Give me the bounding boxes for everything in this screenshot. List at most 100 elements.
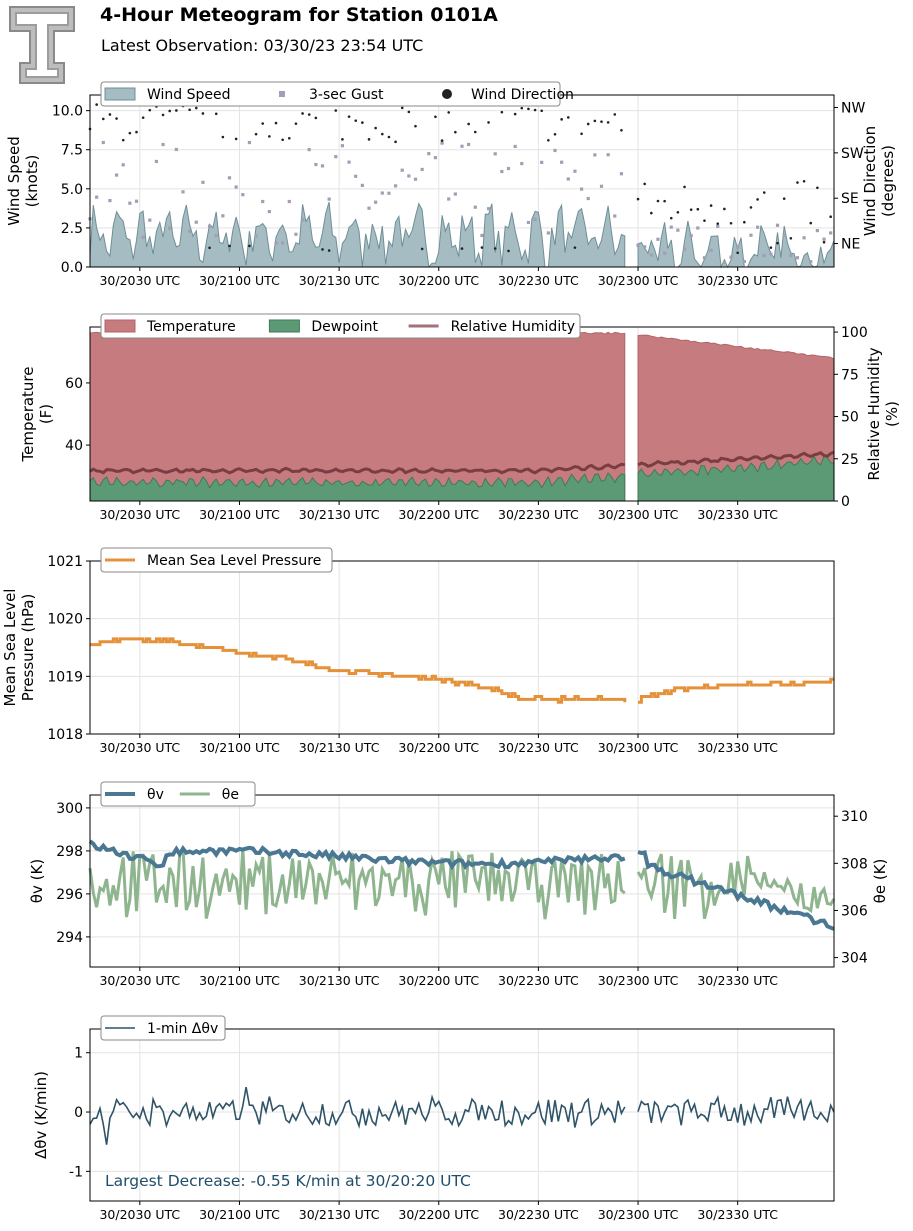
- y-tick-label: 300: [56, 801, 83, 817]
- gust-point: [234, 185, 238, 189]
- direction-point: [221, 135, 225, 139]
- gust-point: [274, 241, 278, 245]
- direction-point: [141, 116, 145, 119]
- y2-tick-label: 75: [841, 367, 859, 383]
- panel-wind: 30/2030 UTC 30/2100 UTC 30/2130 UTC 30/2200…: [5, 81, 897, 288]
- theta-v-line: [88, 839, 626, 871]
- direction-point: [281, 138, 284, 142]
- dewpoint-area: [637, 455, 835, 502]
- gust-points: [88, 140, 833, 264]
- gust-point: [546, 231, 550, 235]
- direction-point: [420, 247, 424, 251]
- direction-point: [487, 121, 490, 124]
- direction-point: [108, 113, 112, 116]
- gust-point: [400, 168, 404, 172]
- legend-label: Dewpoint: [311, 319, 378, 335]
- gust-point: [716, 224, 720, 228]
- direction-point: [354, 119, 358, 122]
- direction-point: [168, 109, 172, 113]
- direction-point: [520, 106, 524, 110]
- direction-point: [400, 106, 404, 110]
- gust-point: [320, 164, 325, 168]
- direction-point: [121, 138, 125, 142]
- gust-point: [201, 180, 205, 184]
- gust-point: [95, 195, 99, 199]
- plot-frame: [89, 560, 835, 735]
- gust-point: [829, 231, 833, 235]
- gust-point: [460, 144, 464, 148]
- gust-point: [367, 206, 371, 210]
- x-tick-label: 30/2200 UTC: [398, 973, 479, 988]
- direction-point: [447, 111, 451, 114]
- gust-point: [593, 153, 597, 157]
- direction-point: [650, 211, 653, 215]
- y-tick-label: 296: [56, 887, 83, 903]
- chart-title: 4-Hour Meteogram for Station 0101A: [100, 4, 498, 26]
- direction-point: [723, 207, 726, 211]
- direction-point: [769, 246, 773, 249]
- gust-point: [540, 160, 544, 164]
- x-tick-label: 30/2230 UTC: [498, 273, 579, 288]
- largest-decrease-annotation: Largest Decrease: -0.55 K/min at 30/20:2…: [105, 1172, 471, 1190]
- y2-axis-label: Wind Direction(degrees): [861, 126, 897, 236]
- gust-point: [154, 159, 159, 164]
- x-tick-label: 30/2030 UTC: [99, 1207, 180, 1222]
- direction-point: [816, 186, 819, 190]
- direction-point: [547, 138, 550, 142]
- direction-point: [380, 132, 384, 136]
- direction-point: [135, 130, 138, 134]
- direction-point: [374, 126, 377, 130]
- texas-tech-logo: [9, 6, 75, 84]
- gust-point: [181, 190, 185, 194]
- direction-point: [743, 220, 746, 224]
- direction-point: [696, 207, 700, 211]
- pressure-line: [638, 677, 834, 704]
- direction-point: [480, 246, 484, 249]
- x-tick-label: 30/2230 UTC: [498, 740, 579, 755]
- y-tick-label: 294: [56, 930, 83, 946]
- x-tick-label: 30/2100 UTC: [199, 740, 280, 755]
- direction-point: [301, 112, 304, 115]
- direction-point: [560, 118, 563, 121]
- direction-point: [736, 251, 739, 255]
- direction-point: [274, 121, 278, 125]
- gust-point: [736, 245, 740, 249]
- legend-label: Relative Humidity: [451, 319, 575, 335]
- y2-tick-label: 306: [841, 903, 868, 919]
- direction-point: [148, 108, 152, 112]
- direction-point: [703, 219, 706, 222]
- direction-point: [407, 110, 411, 114]
- direction-point: [620, 128, 623, 132]
- y-tick-label: 7.5: [61, 143, 83, 159]
- direction-point: [248, 244, 251, 248]
- gust-point: [613, 214, 617, 218]
- x-tick-label: 30/2030 UTC: [99, 740, 180, 755]
- direction-point: [367, 138, 371, 141]
- gust-point: [500, 169, 504, 174]
- direction-point: [689, 208, 693, 211]
- direction-point: [613, 113, 617, 116]
- gust-point: [636, 243, 640, 247]
- gust-point: [729, 255, 733, 259]
- gust-point: [221, 214, 225, 218]
- y2-tick-label: 100: [841, 325, 868, 341]
- gust-point: [782, 233, 786, 237]
- x-tick-label: 30/2300 UTC: [598, 507, 679, 522]
- gust-point: [254, 234, 258, 238]
- gust-point: [486, 207, 491, 211]
- gust-point: [669, 225, 673, 229]
- direction-point: [287, 136, 291, 140]
- x-tick-label: 30/2030 UTC: [99, 507, 180, 522]
- y-axis-label: Temperature(F): [19, 366, 55, 462]
- direction-point: [683, 185, 686, 189]
- direction-point: [606, 121, 610, 124]
- gust-point: [526, 220, 531, 225]
- legend-label: 1-min Δθv: [147, 1021, 218, 1037]
- legend-label: θe: [222, 787, 239, 803]
- gust-point: [114, 173, 119, 177]
- x-tick-label: 30/2300 UTC: [598, 973, 679, 988]
- direction-point: [762, 191, 766, 194]
- y2-tick-label: 308: [841, 856, 868, 872]
- gust-point: [649, 253, 653, 257]
